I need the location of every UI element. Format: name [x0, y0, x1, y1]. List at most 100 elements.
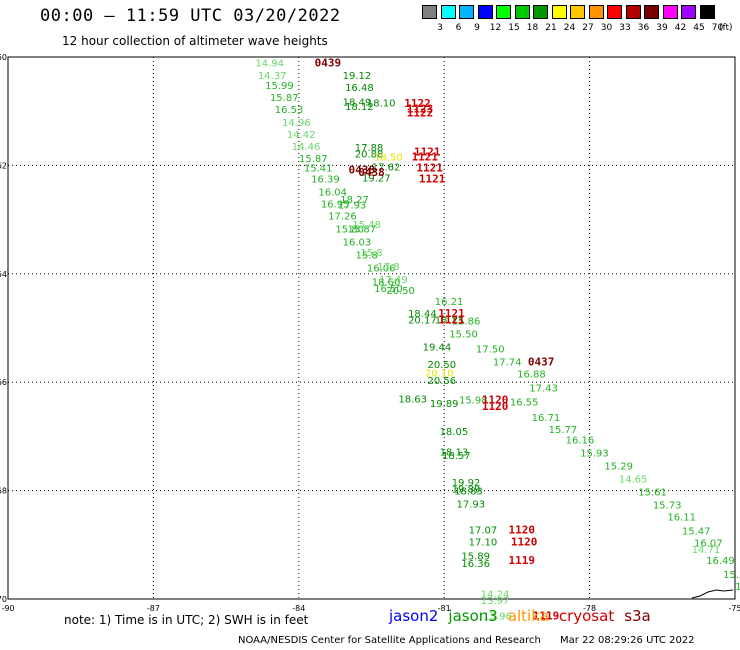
colorbar-swatch	[681, 5, 696, 19]
wave-height-label: 17.8	[377, 262, 399, 273]
wave-height-label: 18.05	[440, 427, 469, 438]
longitude-tick-label: -81	[438, 604, 451, 613]
wave-height-label: 17.93	[457, 500, 486, 511]
pass-time-label: 1121	[416, 162, 443, 175]
colorbar-swatch	[533, 5, 548, 19]
colorbar-tick-label: 27	[582, 23, 594, 33]
wave-height-label: 15.87	[299, 154, 328, 165]
latitude-tick-label: -66	[0, 378, 7, 387]
longitude-tick-label: -87	[147, 604, 160, 613]
latitude-tick-label: -62	[0, 161, 7, 170]
wave-height-label: 18.49	[343, 97, 372, 108]
credit-line: NOAA/NESDIS Center for Satellite Applica…	[238, 635, 695, 646]
wave-height-label: 18.57	[442, 451, 471, 462]
colorbar-tick-label: 21	[545, 23, 557, 33]
colorbar-swatch	[514, 5, 530, 19]
pass-time-label: 1122	[404, 97, 431, 110]
map-subtitle: 12 hour collection of altimeter wave hei…	[62, 34, 328, 48]
wave-height-label: 18.27	[340, 195, 369, 206]
colorbar-swatch	[496, 5, 511, 19]
wave-height-label: 16.06	[367, 263, 396, 274]
map-frame	[7, 56, 736, 600]
wave-height-label: 18.12	[345, 102, 374, 113]
colorbar-swatch	[440, 5, 456, 19]
wave-height-label: 13.96	[483, 611, 512, 622]
colorbar-tick-label: 3	[437, 23, 443, 33]
pass-time-label: 0437	[528, 356, 555, 369]
wave-height-label: 14.94	[255, 58, 284, 69]
wave-height-label: 18.10	[367, 99, 396, 110]
pass-time-label: 0438	[349, 164, 376, 177]
colorbar-swatch	[662, 5, 678, 19]
colorbar-swatch	[551, 5, 567, 19]
pass-time-label: 1120	[508, 524, 535, 537]
wave-height-label: 16.55	[510, 398, 539, 409]
wave-height-label: 19.89	[452, 484, 481, 495]
colorbar-tick-label: 42	[674, 23, 687, 33]
wave-height-label: 15.80	[335, 224, 364, 235]
wave-height-label: 16.95	[321, 199, 350, 210]
wave-height-label: 14.42	[287, 130, 316, 141]
colorbar-tick-label: 9	[474, 23, 480, 33]
wave-height-label: 16.48	[345, 83, 374, 94]
wave-height-label: 15.47	[682, 527, 711, 538]
footer-note: note: 1) Time is in UTC; 2) SWH is in fe…	[64, 613, 309, 627]
wave-height-label: 15.98	[459, 396, 488, 407]
wave-height-label: 19.44	[423, 342, 452, 353]
wave-height-label: 14.65	[619, 475, 648, 486]
latitude-tick-label: -68	[0, 487, 7, 496]
latitude-tick-label: -64	[0, 270, 7, 279]
colorbar-tick-label: 70	[711, 23, 724, 33]
wave-height-label: 18.60	[372, 277, 401, 288]
wave-height-label: 15.21	[723, 570, 740, 581]
pass-time-label: 1122	[407, 106, 434, 119]
satellite-legend-cryosat: cryosat	[558, 607, 615, 625]
pass-time-label: 1121	[414, 145, 441, 158]
wave-height-label: 20.50	[386, 286, 415, 297]
pass-time-label: 1121	[438, 313, 465, 326]
wave-height-label: 17.62	[372, 162, 401, 173]
latitude-tick-label: -60	[0, 53, 7, 62]
colorbar-tick-label: 24	[563, 23, 576, 33]
wave-height-label: 18.63	[398, 394, 427, 405]
satellite-legend-jason3: jason3	[448, 607, 498, 625]
wave-height-label: 16.07	[694, 539, 723, 550]
wave-height-label: 16.03	[343, 237, 372, 248]
pass-time-label: 1121	[438, 307, 465, 320]
longitude-tick-label: -84	[292, 604, 305, 613]
wave-height-label: 15.48	[352, 220, 381, 231]
wave-height-label: 18.13	[440, 448, 469, 459]
wave-height-label: 16.21	[435, 297, 464, 308]
colorbar-swatch	[699, 5, 715, 19]
wave-height-label: 19.92	[452, 478, 481, 489]
satellite-legend-jason2: jason2	[389, 607, 439, 625]
wave-height-label: 20.56	[427, 376, 456, 387]
wave-height-label: 15.8	[360, 248, 382, 259]
pass-time-label: 0438	[358, 166, 385, 179]
colorbar-tick-label: 39	[656, 23, 668, 33]
colorbar-tick-label: 18	[526, 23, 539, 33]
wave-height-label: 16.16	[566, 436, 595, 447]
wave-height-label: 16.11	[667, 513, 696, 524]
pass-time-label: 1120	[511, 536, 538, 549]
wave-height-label: 16.36	[461, 559, 490, 570]
wave-height-label: 15.93	[580, 449, 609, 460]
wave-height-label: 20.50	[427, 360, 456, 371]
wave-height-label: 19.89	[430, 399, 459, 410]
pass-time-label: 1119	[508, 554, 535, 567]
wave-height-label: 19.27	[362, 173, 391, 184]
wave-height-label: 19.12	[343, 71, 372, 82]
wave-height-label: 16.50	[374, 284, 403, 295]
wave-height-label: 18.83	[454, 487, 483, 498]
pass-time-label: 1121	[412, 151, 439, 164]
pass-time-label: 1123	[407, 102, 434, 115]
colorbar-tick-label: 12	[489, 23, 502, 33]
coastline	[691, 589, 734, 599]
wave-height-label: 16.71	[532, 413, 561, 424]
wave-height-label: 17.10	[469, 538, 498, 549]
wave-height-label: 15.41	[304, 164, 333, 175]
colorbar-tick-label: 15	[508, 23, 520, 33]
wave-height-label: 15.50	[449, 329, 478, 340]
wave-height-label: 15.73	[653, 501, 682, 512]
